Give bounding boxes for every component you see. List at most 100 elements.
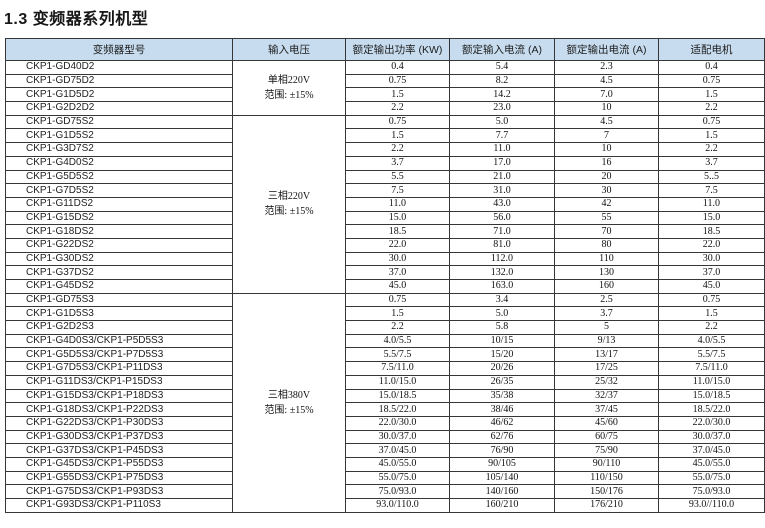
- table-row: CKP1-GD75S3 三相380V 范围: ±15% 0.75 3.4 2.5 0.75: [5, 292, 765, 513]
- model-cell: CKP1-G30DS3/CKP1-P37DS3: [5, 429, 233, 445]
- table-row: CKP1-G3D7S2 2.2 11.0 10 2.2: [5, 142, 765, 157]
- power-cell: 1.5: [345, 128, 450, 144]
- output-current-cell: 7: [554, 128, 659, 144]
- power-cell: 2.2: [345, 320, 450, 335]
- motor-cell: 45.0/55.0: [658, 456, 765, 472]
- table-row: CKP1-G2D2S3 2.2 5.8 5 2.2: [5, 320, 765, 335]
- voltage-label: 单相220V: [267, 74, 311, 86]
- table-row: CKP1-G15DS3/CKP1-P18DS3 15.0/18.5 35/38 32/…: [5, 388, 765, 404]
- section-title: 1.3 变频器系列机型: [4, 11, 149, 28]
- output-current-cell: 160: [554, 279, 659, 294]
- table-row: CKP1-G1D5D2 1.5 14.2 7.0 1.5: [5, 87, 765, 103]
- input-current-cell: 71.0: [449, 224, 555, 239]
- input-current-cell: 3.4: [449, 292, 555, 308]
- voltage-range-label: 范围: ±15%: [264, 404, 314, 416]
- motor-cell: 30.0: [658, 251, 765, 267]
- table-row: CKP1-GD75S2 三相220V 范围: ±15% 0.75 5.0 4.5 0.75: [5, 114, 765, 294]
- table-row: CKP1-G55DS3/CKP1-P75DS3 55.0/75.0 105/140 1…: [5, 470, 765, 486]
- motor-cell: 37.0: [658, 265, 765, 280]
- table-row: CKP1-G7D5S2 7.5 31.0 30 7.5: [5, 183, 765, 198]
- model-cell: CKP1-G15DS2: [5, 210, 233, 226]
- power-cell: 0.75: [345, 292, 450, 308]
- table-header-row: 变频器型号 输入电压 额定输出功率 (KW) 额定输入电流 (A) 额定输出电流…: [5, 38, 765, 61]
- table-row: CKP1-G18DS3/CKP1-P22DS3 18.5/22.0 38/46 37/…: [5, 402, 765, 417]
- output-current-cell: 150/176: [554, 484, 659, 499]
- model-cell: CKP1-G2D2S3: [5, 320, 233, 335]
- output-current-cell: 25/32: [554, 374, 659, 390]
- model-cell: CKP1-G2D2D2: [5, 101, 233, 116]
- output-current-cell: 45/60: [554, 415, 659, 431]
- model-cell: CKP1-GD40D2: [5, 60, 233, 75]
- input-current-cell: 14.2: [449, 87, 555, 103]
- model-cell: CKP1-G22DS2: [5, 237, 233, 253]
- output-current-cell: 7.0: [554, 87, 659, 103]
- table-row: CKP1-G30DS3/CKP1-P37DS3 30.0/37.0 62/76 60/…: [5, 429, 765, 445]
- inverter-spec-table: 变频器型号 输入电压 额定输出功率 (KW) 额定输入电流 (A) 额定输出电流…: [5, 38, 765, 513]
- model-cell: CKP1-G15DS3/CKP1-P18DS3: [5, 388, 233, 404]
- power-cell: 45.0: [345, 279, 450, 294]
- input-current-cell: 105/140: [449, 470, 555, 486]
- output-current-cell: 37/45: [554, 402, 659, 417]
- motor-cell: 22.0: [658, 237, 765, 253]
- power-cell: 5.5: [345, 169, 450, 185]
- table-row: CKP1-G1D5S3 1.5 5.0 3.7 1.5: [5, 306, 765, 322]
- power-cell: 18.5/22.0: [345, 402, 450, 417]
- output-current-cell: 60/75: [554, 429, 659, 445]
- model-cell: CKP1-G11DS2: [5, 196, 233, 212]
- output-current-cell: 90/110: [554, 456, 659, 472]
- motor-cell: 0.75: [658, 73, 765, 89]
- model-cell: CKP1-G45DS3/CKP1-P55DS3: [5, 456, 233, 472]
- table-row: CKP1-G93DS3/CKP1-P110S3 93.0/110.0 160/210…: [5, 498, 765, 513]
- motor-cell: 4.0/5.5: [658, 333, 765, 349]
- input-current-cell: 76/90: [449, 443, 555, 458]
- model-cell: CKP1-G37DS2: [5, 265, 233, 280]
- power-cell: 37.0: [345, 265, 450, 280]
- voltage-range-label: 范围: ±15%: [264, 89, 314, 101]
- motor-cell: 2.2: [658, 320, 765, 335]
- power-cell: 75.0/93.0: [345, 484, 450, 499]
- table-row: CKP1-G15DS2 15.0 56.0 55 15.0: [5, 210, 765, 226]
- motor-cell: 30.0/37.0: [658, 429, 765, 445]
- model-cell: CKP1-G45DS2: [5, 279, 233, 294]
- motor-cell: 11.0: [658, 196, 765, 212]
- power-cell: 15.0: [345, 210, 450, 226]
- model-cell: CKP1-G37DS3/CKP1-P45DS3: [5, 443, 233, 458]
- table-row: CKP1-GD75D2 0.75 8.2 4.5 0.75: [5, 73, 765, 89]
- voltage-label: 三相220V: [267, 191, 311, 203]
- table-row: CKP1-G30DS2 30.0 112.0 110 30.0: [5, 251, 765, 267]
- table-row: CKP1-G4D0S2 3.7 17.0 16 3.7: [5, 155, 765, 171]
- input-current-cell: 17.0: [449, 155, 555, 171]
- motor-cell: 75.0/93.0: [658, 484, 765, 499]
- motor-cell: 93.0//110.0: [658, 498, 765, 513]
- table-row: CKP1-G2D2D2 2.2 23.0 10 2.2: [5, 101, 765, 116]
- output-current-cell: 10: [554, 101, 659, 116]
- motor-cell: 18.5: [658, 224, 765, 239]
- voltage-label: 三相380V: [267, 389, 311, 401]
- output-current-cell: 3.7: [554, 306, 659, 322]
- model-cell: CKP1-G1D5D2: [5, 87, 233, 103]
- model-cell: CKP1-G55DS3/CKP1-P75DS3: [5, 470, 233, 486]
- input-current-cell: 5.4: [449, 60, 555, 75]
- model-cell: CKP1-G3D7S2: [5, 142, 233, 157]
- motor-cell: 37.0/45.0: [658, 443, 765, 458]
- col-header-model: 变频器型号: [5, 38, 233, 61]
- output-current-cell: 75/90: [554, 443, 659, 458]
- motor-cell: 18.5/22.0: [658, 402, 765, 417]
- input-current-cell: 81.0: [449, 237, 555, 253]
- power-cell: 0.75: [345, 73, 450, 89]
- model-cell: CKP1-G18DS3/CKP1-P22DS3: [5, 402, 233, 417]
- motor-cell: 5..5: [658, 169, 765, 185]
- power-cell: 1.5: [345, 87, 450, 103]
- power-cell: 5.5/7.5: [345, 347, 450, 363]
- output-current-cell: 17/25: [554, 361, 659, 376]
- input-current-cell: 8.2: [449, 73, 555, 89]
- input-current-cell: 90/105: [449, 456, 555, 472]
- power-cell: 30.0: [345, 251, 450, 267]
- model-cell: CKP1-G18DS2: [5, 224, 233, 239]
- power-cell: 3.7: [345, 155, 450, 171]
- table-row: CKP1-G4D0S3/CKP1-P5D5S3 4.0/5.5 10/15 9/13 4…: [5, 333, 765, 349]
- input-current-cell: 112.0: [449, 251, 555, 267]
- power-cell: 0.4: [345, 60, 450, 75]
- model-cell: CKP1-G7D5S2: [5, 183, 233, 198]
- input-voltage-cell: 单相220V 范围: ±15%: [232, 60, 346, 116]
